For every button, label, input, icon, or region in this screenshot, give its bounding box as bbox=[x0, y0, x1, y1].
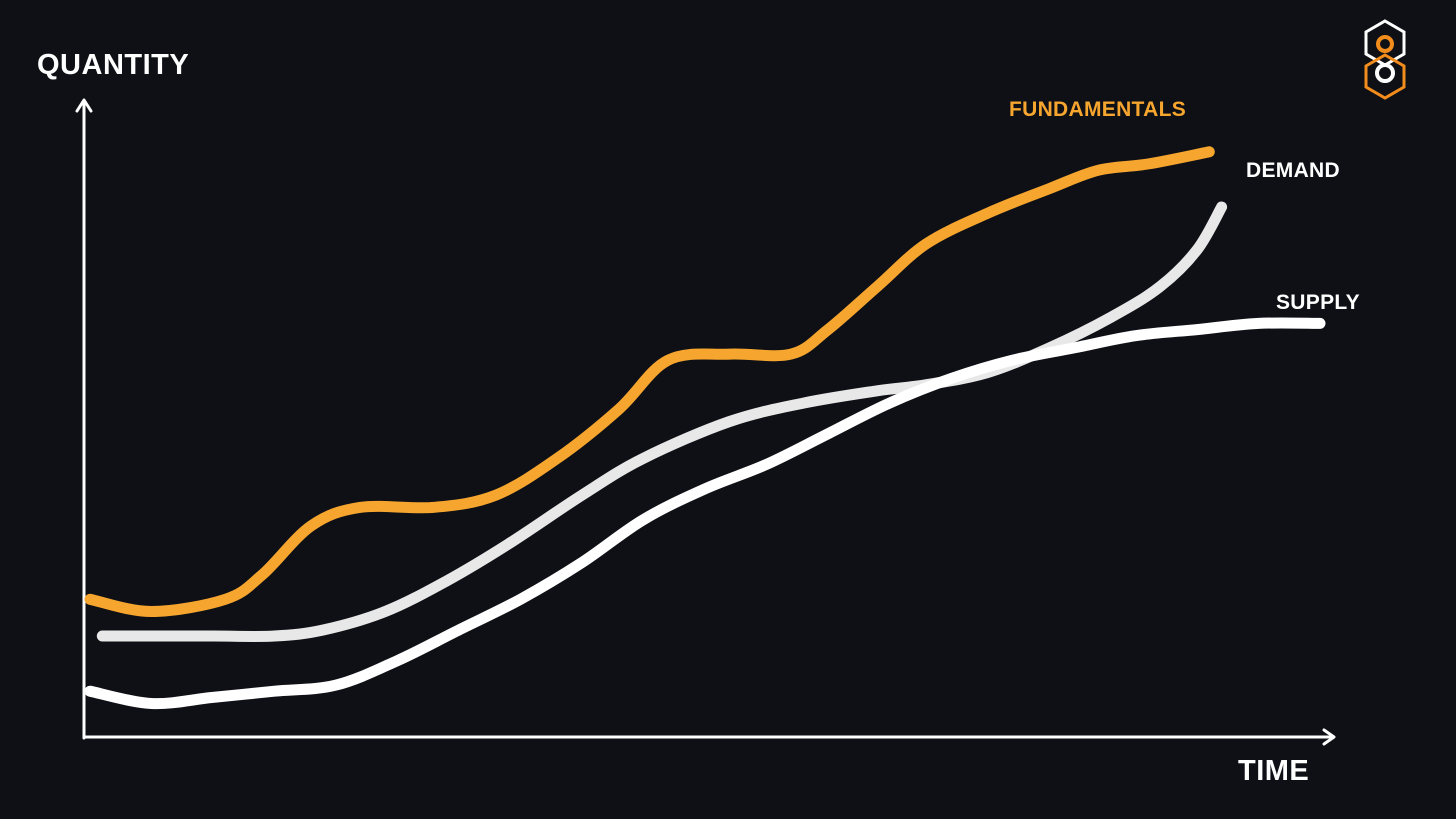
series-layer bbox=[84, 146, 1326, 710]
series-label-fundamentals: FUNDAMENTALS bbox=[1009, 98, 1186, 121]
series-line-demand bbox=[96, 201, 1228, 642]
y-axis-arrowhead bbox=[75, 98, 93, 113]
series-line-fundamentals bbox=[84, 146, 1215, 617]
series-label-supply: SUPPLY bbox=[1276, 291, 1360, 314]
x-axis-title: TIME bbox=[1238, 755, 1309, 787]
x-axis-arrowhead bbox=[1322, 728, 1336, 746]
brand-logo-icon bbox=[1364, 19, 1406, 100]
series-label-demand: DEMAND bbox=[1246, 159, 1340, 182]
y-axis-title: QUANTITY bbox=[37, 49, 189, 81]
series-line-supply bbox=[84, 317, 1326, 710]
